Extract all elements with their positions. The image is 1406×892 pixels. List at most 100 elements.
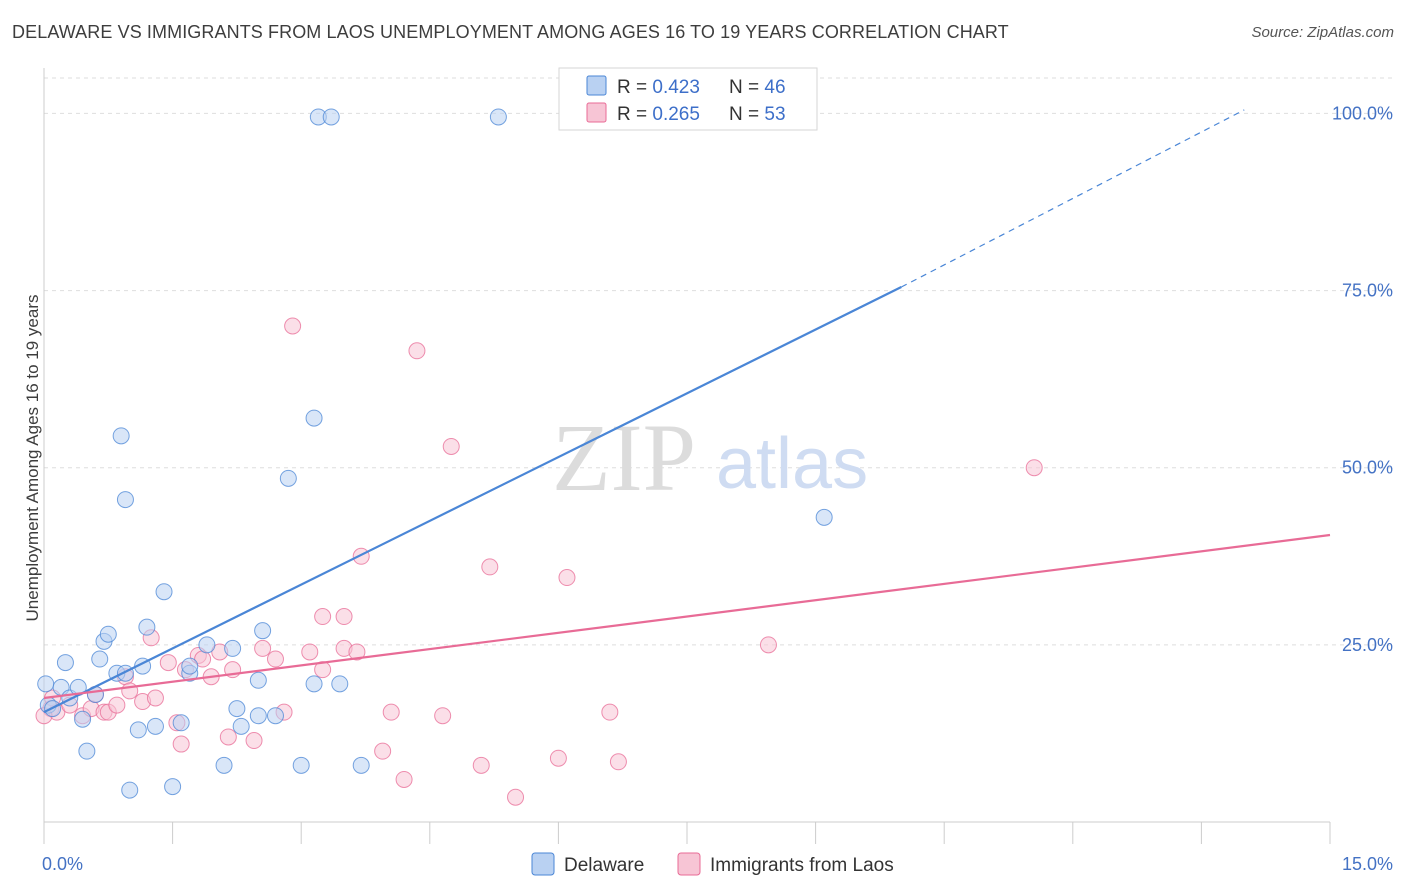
legend-label-laos: Immigrants from Laos [710, 855, 894, 876]
legend-r-label: R = 0.265 [617, 104, 700, 125]
data-point [254, 622, 272, 640]
data-point [146, 689, 164, 707]
y-tick-label: 100.0% [1332, 103, 1393, 123]
y-tick-label: 25.0% [1342, 635, 1393, 655]
legend-r-value: 0.265 [652, 104, 700, 125]
legend-swatch-delaware [531, 852, 555, 876]
data-point [442, 437, 460, 455]
data-point [249, 671, 267, 689]
data-point [301, 643, 319, 661]
data-point [759, 636, 777, 654]
data-point [129, 721, 147, 739]
trend-line-delaware-extension [901, 109, 1245, 288]
data-point [374, 742, 392, 760]
data-point [352, 547, 370, 565]
legend-r-label: R = 0.423 [617, 77, 700, 98]
data-point [99, 625, 117, 643]
data-point [249, 707, 267, 725]
series-legend: Delaware Immigrants from Laos [531, 852, 894, 876]
y-tick-labels: 25.0% 50.0% 75.0% 100.0% [1332, 103, 1393, 654]
x-tick-label: 15.0% [1342, 854, 1393, 874]
y-tick-label: 75.0% [1342, 281, 1393, 301]
legend-swatch-delaware [586, 75, 607, 96]
data-point [91, 650, 109, 668]
data-point [138, 618, 156, 636]
data-point [279, 469, 297, 487]
data-point [609, 753, 627, 771]
data-point [172, 735, 190, 753]
data-point [305, 675, 323, 693]
legend-swatch-laos [586, 102, 607, 123]
data-point [395, 770, 413, 788]
data-point [481, 558, 499, 576]
data-point [121, 682, 139, 700]
legend-n-value: 53 [764, 104, 785, 125]
data-point [159, 654, 177, 672]
legend-r-value: 0.423 [652, 77, 700, 98]
gridlines [44, 77, 1392, 646]
data-point [228, 700, 246, 718]
data-point [232, 717, 250, 735]
data-point [112, 427, 130, 445]
data-point [116, 664, 134, 682]
series-immigrants-from-laos [35, 317, 1043, 806]
data-point [215, 756, 233, 774]
data-point [164, 778, 182, 796]
data-point [558, 569, 576, 587]
data-point [335, 608, 353, 626]
data-point [172, 714, 190, 732]
watermark-zip: ZIP [552, 404, 696, 511]
legend-n-value: 46 [764, 77, 785, 98]
data-point [408, 342, 426, 360]
data-point [507, 788, 525, 806]
y-tick-label: 50.0% [1342, 458, 1393, 478]
trend-line-delaware [43, 286, 902, 714]
data-point [121, 781, 139, 799]
data-point [116, 491, 134, 509]
chart-title: DELAWARE VS IMMIGRANTS FROM LAOS UNEMPLO… [12, 22, 1009, 42]
chart-source: Source: ZipAtlas.com [1251, 24, 1394, 41]
x-tick-label: 0.0% [42, 854, 83, 874]
correlation-legend: R = 0.423 N = 46 R = 0.265 N = 53 [558, 67, 818, 131]
data-point [266, 650, 284, 668]
data-point [78, 742, 96, 760]
x-tick-labels: 0.0% 15.0% [42, 854, 1393, 874]
data-point [181, 657, 199, 675]
data-point [56, 654, 74, 672]
legend-label-delaware: Delaware [564, 855, 644, 876]
data-point [434, 707, 452, 725]
legend-n-label: N = 53 [729, 104, 786, 125]
legend-n-label: N = 46 [729, 77, 786, 98]
legend-swatch-laos [677, 852, 701, 876]
data-point [224, 639, 242, 657]
legend-row-laos: R = 0.265 N = 53 [586, 102, 786, 125]
watermark: ZIP atlas [552, 404, 868, 511]
legend-row-delaware: R = 0.423 N = 46 [586, 75, 786, 98]
data-point [1025, 459, 1043, 477]
data-point [352, 756, 370, 774]
data-point [37, 675, 55, 693]
data-point [155, 583, 173, 601]
data-point [266, 707, 284, 725]
data-point [815, 508, 833, 526]
data-point [549, 749, 567, 767]
data-point [219, 728, 237, 746]
axes [43, 68, 1331, 844]
trend-lines [43, 109, 1331, 714]
watermark-atlas: atlas [716, 424, 868, 504]
trend-line-laos [43, 533, 1331, 700]
data-point [146, 717, 164, 735]
data-point [284, 317, 302, 335]
data-point [74, 710, 92, 728]
data-point [245, 732, 263, 750]
data-point [348, 643, 366, 661]
data-point [292, 756, 310, 774]
data-point [322, 108, 340, 126]
data-point [489, 108, 507, 126]
data-point [254, 639, 272, 657]
data-point [331, 675, 349, 693]
y-axis-label: Unemployment Among Ages 16 to 19 years [23, 295, 42, 622]
data-point [305, 409, 323, 427]
data-point [198, 636, 216, 654]
